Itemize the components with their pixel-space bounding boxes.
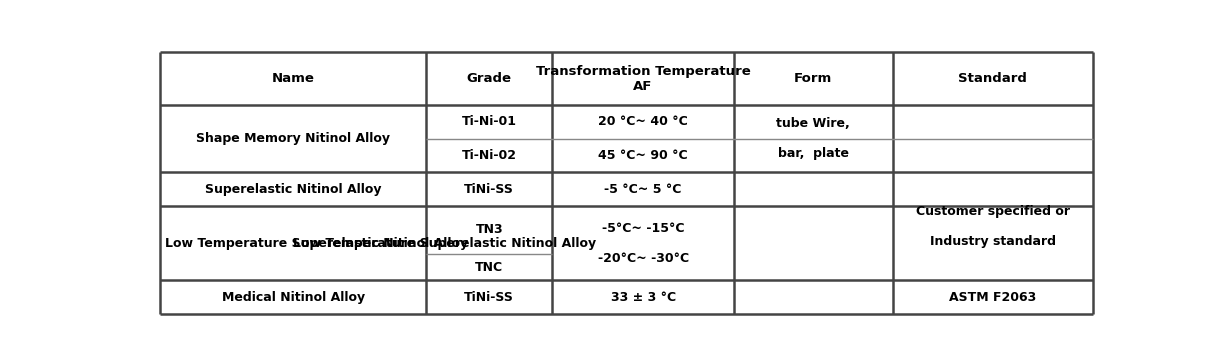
- Text: -5°C~ -15°C

-20°C~ -30°C: -5°C~ -15°C -20°C~ -30°C: [598, 222, 689, 265]
- Text: tube Wire,

bar,  plate: tube Wire, bar, plate: [777, 117, 850, 160]
- Text: Low Temperature Superelastic Nitinol Alloy: Low Temperature Superelastic Nitinol All…: [294, 236, 597, 249]
- Text: -5 °C~ 5 °C: -5 °C~ 5 °C: [604, 182, 681, 195]
- Text: Low Temperature Superelastic Nitinol Alloy: Low Temperature Superelastic Nitinol All…: [165, 236, 468, 249]
- Text: Superelastic Nitinol Alloy: Superelastic Nitinol Alloy: [205, 182, 382, 195]
- Text: TN3: TN3: [476, 223, 503, 236]
- Text: ASTM F2063: ASTM F2063: [949, 291, 1036, 304]
- Text: 33 ± 3 °C: 33 ± 3 °C: [610, 291, 675, 304]
- Text: Ti-Ni-01: Ti-Ni-01: [462, 115, 517, 129]
- Text: TiNi-SS: TiNi-SS: [465, 182, 514, 195]
- Text: Standard: Standard: [959, 72, 1027, 85]
- Text: Shape Memory Nitinol Alloy: Shape Memory Nitinol Alloy: [197, 132, 390, 145]
- Text: Transformation Temperature
AF: Transformation Temperature AF: [536, 64, 751, 93]
- Text: Ti-Ni-02: Ti-Ni-02: [462, 149, 517, 162]
- Text: 45 °C~ 90 °C: 45 °C~ 90 °C: [598, 149, 687, 162]
- Text: Medical Nitinol Alloy: Medical Nitinol Alloy: [221, 291, 364, 304]
- Text: Grade: Grade: [467, 72, 511, 85]
- Text: Customer specified or

Industry standard: Customer specified or Industry standard: [916, 205, 1070, 248]
- Text: Name: Name: [272, 72, 314, 85]
- Text: TiNi-SS: TiNi-SS: [465, 291, 514, 304]
- Text: 20 °C~ 40 °C: 20 °C~ 40 °C: [598, 115, 689, 129]
- Text: Form: Form: [794, 72, 833, 85]
- Text: TNC: TNC: [476, 261, 504, 274]
